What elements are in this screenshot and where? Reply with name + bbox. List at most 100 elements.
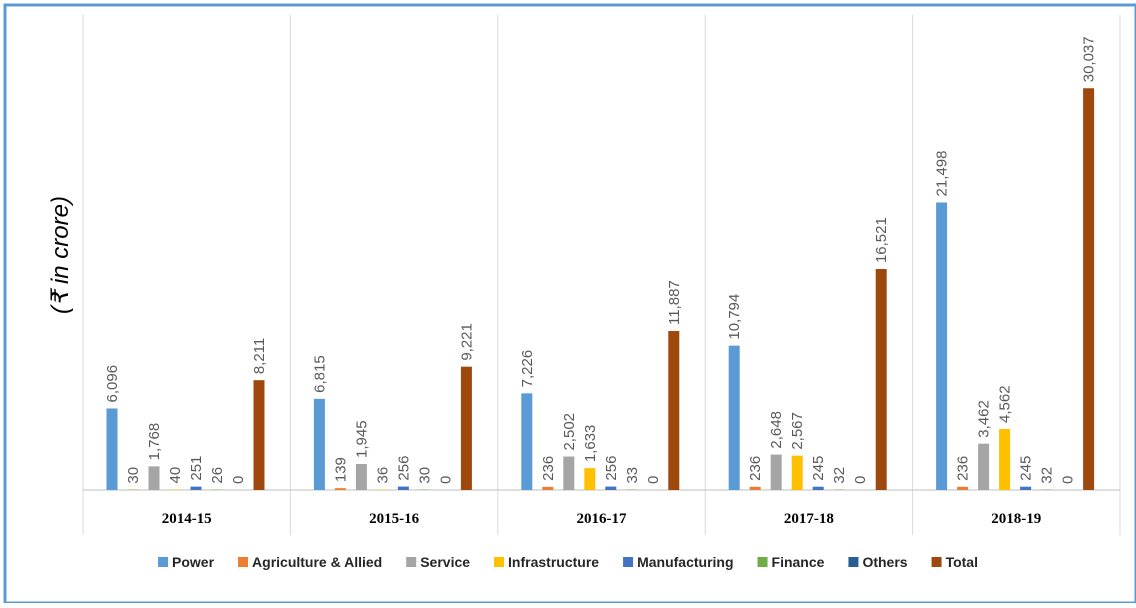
legend: Power Agriculture & Allied Service Infrastr…: [158, 554, 978, 570]
data-label-others: 0: [437, 476, 454, 484]
bar-infrastructure-2016-17: [584, 468, 595, 490]
bar-manufacturing-2015-16: [398, 487, 409, 490]
data-label-service: 1,945: [353, 420, 370, 458]
category-label: 2014-15: [162, 511, 212, 527]
legend-swatch: [406, 557, 416, 567]
data-label-others: 0: [645, 476, 662, 484]
bar-service-2016-17: [563, 457, 574, 490]
bar-manufacturing-2014-15: [191, 487, 202, 490]
legend-item-service: Service: [406, 554, 470, 570]
bar-infrastructure-2017-18: [792, 456, 803, 490]
legend-label: Infrastructure: [508, 554, 599, 570]
data-label-infrastructure: 2,567: [789, 412, 806, 450]
data-label-power: 21,498: [934, 151, 951, 197]
bar-manufacturing-2018-19: [1020, 487, 1031, 490]
bar-total-2018-19: [1083, 88, 1094, 490]
data-label-agriculture-allied: 236: [747, 456, 764, 481]
legend-label: Total: [946, 554, 978, 570]
bar-agriculture-allied-2016-17: [542, 487, 553, 490]
data-label-power: 6,096: [104, 365, 121, 403]
bar-agriculture-allied-2018-19: [957, 487, 968, 490]
bar-power-2018-19: [936, 202, 947, 490]
bar-total-2014-15: [254, 380, 265, 490]
data-label-agriculture-allied: 30: [125, 467, 142, 484]
data-label-power: 10,794: [726, 294, 743, 340]
data-label-infrastructure: 1,633: [582, 425, 599, 463]
data-label-infrastructure: 36: [374, 467, 391, 484]
bar-power-2016-17: [521, 393, 532, 490]
bar-service-2014-15: [149, 466, 160, 490]
data-label-infrastructure: 4,562: [997, 385, 1014, 423]
bar-manufacturing-2016-17: [605, 487, 616, 490]
legend-label: Finance: [772, 554, 825, 570]
legend-label: Others: [862, 554, 907, 570]
bar-service-2017-18: [771, 455, 782, 490]
legend-swatch: [494, 557, 504, 567]
data-label-agriculture-allied: 139: [332, 457, 349, 482]
data-label-total: 16,521: [873, 217, 890, 263]
data-label-total: 11,887: [666, 280, 683, 325]
data-label-total: 8,211: [251, 338, 268, 374]
data-label-finance: 32: [831, 467, 848, 484]
data-label-manufacturing: 245: [1018, 456, 1035, 481]
data-label-agriculture-allied: 236: [540, 456, 557, 481]
legend-swatch: [932, 557, 942, 567]
legend-swatch: [758, 557, 768, 567]
data-label-service: 2,648: [768, 411, 785, 449]
data-label-finance: 33: [624, 467, 641, 484]
bar-agriculture-allied-2017-18: [750, 487, 761, 490]
data-label-manufacturing: 245: [810, 456, 827, 481]
legend-item-agriculture-allied: Agriculture & Allied: [238, 554, 382, 570]
legend-item-power: Power: [158, 554, 215, 570]
data-label-agriculture-allied: 236: [955, 456, 972, 481]
bar-service-2015-16: [356, 464, 367, 490]
data-label-service: 2,502: [561, 413, 578, 451]
category-label: 2018-19: [991, 511, 1041, 527]
data-label-manufacturing: 256: [603, 456, 620, 481]
legend-swatch: [158, 557, 168, 567]
category-label: 2016-17: [577, 511, 627, 527]
data-label-power: 6,815: [311, 355, 328, 393]
legend-item-manufacturing: Manufacturing: [623, 554, 733, 570]
data-label-total: 30,037: [1081, 36, 1098, 82]
bar-infrastructure-2014-15: [170, 489, 181, 490]
legend-label: Manufacturing: [637, 554, 733, 570]
legend-item-infrastructure: Infrastructure: [494, 554, 599, 570]
bar-total-2017-18: [876, 269, 887, 490]
data-label-finance: 32: [1039, 467, 1056, 484]
category-label: 2017-18: [784, 511, 834, 527]
bar-manufacturing-2017-18: [813, 487, 824, 490]
category-labels: 2014-15 2015-16 2016-17 2017-18 2018-19: [162, 511, 1042, 527]
data-label-service: 1,768: [146, 423, 163, 461]
bar-total-2016-17: [668, 331, 679, 490]
data-label-infrastructure: 40: [167, 467, 184, 484]
data-label-others: 0: [852, 476, 869, 484]
bars: [107, 88, 1095, 490]
legend-swatch: [623, 557, 633, 567]
data-label-others: 0: [1060, 476, 1077, 484]
legend-swatch: [238, 557, 248, 567]
legend-item-finance: Finance: [758, 554, 825, 570]
data-label-others: 0: [230, 476, 247, 484]
data-label-manufacturing: 256: [395, 456, 412, 481]
legend-swatch: [848, 557, 858, 567]
bar-total-2015-16: [461, 367, 472, 490]
legend-label: Service: [420, 554, 470, 570]
bar-agriculture-allied-2015-16: [335, 488, 346, 490]
y-axis-label: (₹ in crore): [47, 196, 74, 314]
legend-label: Agriculture & Allied: [252, 554, 382, 570]
data-label-power: 7,226: [519, 350, 536, 388]
data-label-total: 9,221: [458, 323, 475, 361]
legend-label: Power: [172, 554, 215, 570]
bar-service-2018-19: [978, 444, 989, 490]
bar-infrastructure-2018-19: [999, 429, 1010, 490]
legend-item-others: Others: [848, 554, 907, 570]
data-label-manufacturing: 251: [188, 456, 205, 481]
bar-power-2015-16: [314, 399, 325, 490]
category-label: 2015-16: [369, 511, 419, 527]
bar-power-2014-15: [107, 408, 118, 490]
bar-power-2017-18: [729, 346, 740, 490]
